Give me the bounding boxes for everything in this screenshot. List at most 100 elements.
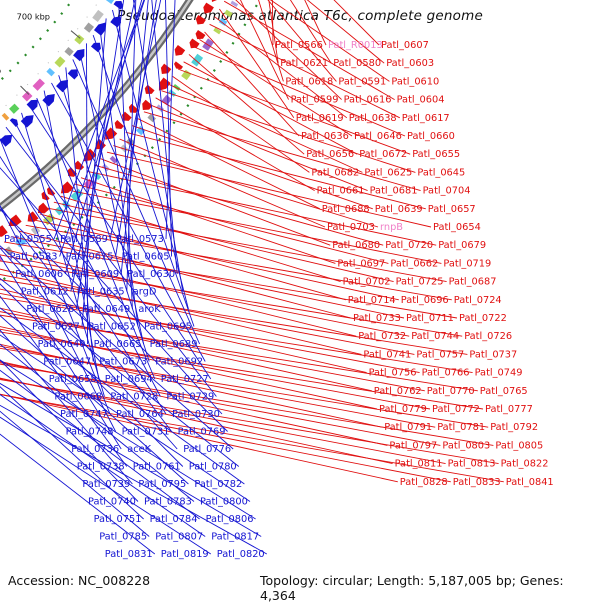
forward-gene-label: Patl_0619 [296,113,344,124]
forward-gene-label: Patl_0638 [349,113,397,124]
forward-gene-arrow [145,85,155,94]
tick-label: 750 kbp [0,65,1,75]
forward-gene-arrow [174,61,183,69]
forward-gene-arrow [175,45,186,56]
reverse-gene-label: Patl_0658 [49,374,97,385]
reverse-gene-label: Patl_0785 [99,532,147,543]
forward-gene-label: Patl_0618 [285,76,333,87]
forward-gene-label: Patl_0697 [337,258,385,269]
forward-gene-label: Patl_0654 [433,222,481,233]
forward-gene-label: Patl_0661 [317,186,365,197]
forward-gene-label: Patl_0781 [437,422,485,433]
forward-gene-label: Patl_0725 [396,277,444,288]
reverse-gene-arrow [73,49,84,61]
forward-gene-label: Patl_0617 [402,113,450,124]
reverse-gene-label: Patl_0652 [88,322,136,333]
forward-gene-label: Patl_0720 [385,240,433,251]
cog-category-box [46,68,55,76]
forward-gene-label: Patl_0604 [397,95,445,106]
reverse-gene-label: Patl_0630 [127,269,175,280]
forward-gene-label: Patl_0621 [280,58,328,69]
reverse-gene-label: Patl_0807 [155,532,203,543]
reverse-gene-label: Patl_0640 [38,339,86,350]
reverse-gene-label: Patl_0819 [161,549,209,560]
forward-gene-label: Patl_0599 [291,95,339,106]
reverse-gene-label: Patl_0673 [99,357,147,368]
tick-label: 700 kbp [17,12,50,22]
forward-gene-label: Patl_0770 [427,386,475,397]
forward-gene-label: Patl_0714 [348,295,396,306]
reverse-gene-label: argD [133,287,157,298]
forward-gene-arrow [105,127,117,139]
forward-gene-label: Patl_0603 [386,58,434,69]
genome-summary-text: Topology: circular; Length: 5,187,005 bp… [260,573,600,603]
forward-gene-label: Patl_0777 [485,404,533,415]
forward-gene-label: Patl_0737 [469,349,517,360]
forward-gene-label: Patl_0726 [464,331,512,342]
reverse-gene-label: Patl_0783 [144,497,192,508]
reverse-gene-label: Patl_0748 [66,427,114,438]
forward-gene-label: Patl_0656 [306,149,354,160]
reverse-gene-label: Patl_0800 [200,497,248,508]
forward-gene-label: Patl_0711 [406,313,454,324]
forward-gene-label: Patl_0607 [381,40,429,51]
forward-gene-label: Patl_0580 [333,58,381,69]
reverse-gene-label: Patl_0730 [172,409,220,420]
forward-gene-label: Patl_0639 [375,204,423,215]
forward-gene-label: Patl_0744 [411,331,459,342]
forward-gene-arrow [196,15,206,24]
reverse-gene-arrow [0,135,12,147]
reverse-gene-label: Patl_0609 [71,269,119,280]
reverse-gene-label: Patl_0764 [116,409,164,420]
cog-category-box [2,113,10,121]
reverse-gene-label: aceK [127,444,151,455]
forward-gene-arrow [196,30,206,39]
reverse-gene-label: Patl_0695 [144,322,192,333]
forward-gene-label: Patl_0660 [407,131,455,142]
forward-gene-label: Patl_0765 [480,386,528,397]
forward-gene-label: Patl_0625 [364,167,412,178]
forward-gene-label: Patl_0791 [384,422,432,433]
cog-category-box [92,10,104,22]
cog-category-box [181,70,191,80]
forward-gene-arrow [161,64,171,74]
forward-gene-label: Patl_0703 [327,222,375,233]
reverse-gene-label: Patl_0589 [60,234,108,245]
accession-text: Accession: NC_008228 [8,573,150,588]
reverse-gene-label: Patl_0751 [94,514,142,525]
forward-gene-label: Patl_0822 [501,459,549,470]
forward-gene-label: Patl_0687 [449,277,497,288]
cog-category-box [9,104,19,114]
forward-gene-label: Patl_0616 [344,95,392,106]
reverse-gene-label: Patl_0626 [26,304,74,315]
forward-leader-line [81,178,335,264]
reverse-gene-label: Patl_0780 [189,462,237,473]
reverse-gene-label: Patl_0820 [217,549,265,560]
reverse-gene-label: Patl_0649 [82,304,130,315]
reverse-gene-label: Patl_0729 [166,392,214,403]
reverse-gene-label: Patl_0668 [54,392,102,403]
reverse-gene-label: Patl_0747 [60,409,108,420]
reverse-gene-label: Patl_0647 [43,357,91,368]
reverse-gene-label: Patl_0727 [161,374,209,385]
forward-gene-label: Patl_0646 [354,131,402,142]
reverse-gene-label: Patl_0692 [155,357,203,368]
forward-gene-label: Patl_0803 [442,440,490,451]
reverse-gene-label: Patl_0740 [88,497,136,508]
cog-category-box [54,56,65,67]
reverse-gene-label: Patl_0776 [183,444,231,455]
forward-gene-label: Patl_0566 [275,40,323,51]
cog-category-box [74,34,84,44]
forward-gene-label: Patl_R0013 [328,40,383,51]
forward-gene-arrow [203,3,214,14]
forward-gene-label: Patl_0733 [353,313,401,324]
reverse-gene-label: Patl_0627 [32,322,80,333]
reverse-gene-label: Patl_0806 [206,514,254,525]
reverse-gene-label: Patl_0739 [82,479,130,490]
forward-gene-label: Patl_0813 [448,459,496,470]
reverse-gene-label: Patl_0769 [178,427,226,438]
forward-gene-label: Patl_0696 [401,295,449,306]
reverse-gene-label: Patl_0573 [116,234,164,245]
forward-gene-label: Patl_0688 [322,204,370,215]
